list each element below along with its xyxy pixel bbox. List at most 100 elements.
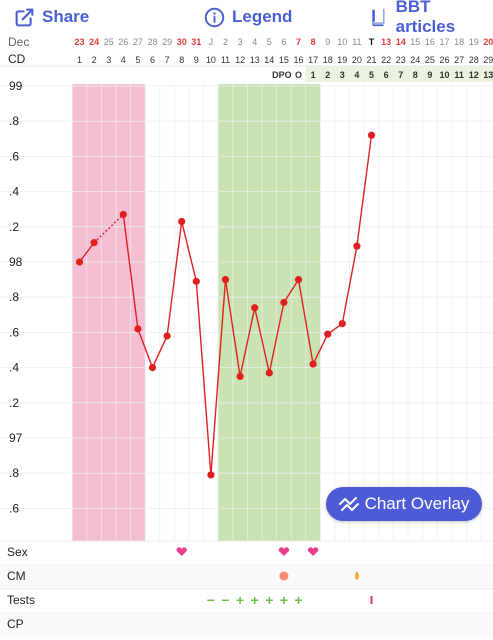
cycle-day-number: 24 — [410, 55, 420, 65]
chart-overlay-button[interactable]: Chart Overlay — [326, 487, 482, 521]
dpo-label: DPO — [272, 70, 292, 80]
y-tick-label: .4 — [9, 361, 19, 375]
date-label: 16 — [425, 37, 435, 47]
temperature-point[interactable] — [192, 277, 200, 285]
cycle-day-number: 1 — [77, 55, 82, 65]
date-label: 19 — [469, 37, 479, 47]
cycle-day-number: 22 — [381, 55, 391, 65]
y-tick-label: .8 — [9, 290, 19, 304]
chart-overlay-label: Chart Overlay — [364, 494, 470, 513]
date-label: 11 — [352, 37, 361, 47]
date-label: 8 — [311, 37, 316, 47]
date-label: 17 — [439, 37, 449, 47]
date-label: 25 — [104, 37, 114, 47]
dpo-value: 11 — [454, 70, 464, 80]
temperature-point[interactable] — [265, 369, 273, 377]
temperature-point[interactable] — [236, 372, 244, 380]
y-tick-label: .6 — [9, 149, 19, 163]
cycle-day-number: 17 — [308, 55, 318, 65]
dpo-value: 7 — [398, 70, 403, 80]
temperature-point[interactable] — [75, 258, 84, 266]
temperature-point[interactable] — [148, 364, 157, 372]
date-label: 26 — [118, 37, 128, 47]
top-toolbar: Share Legend BBT articles — [0, 0, 493, 36]
temperature-point[interactable] — [309, 360, 317, 368]
row-stripe — [0, 613, 493, 637]
temperature-point[interactable] — [367, 131, 376, 139]
cycle-day-number: 23 — [396, 55, 406, 65]
y-tick-label: 99 — [9, 79, 23, 93]
y-tick-label: 97 — [9, 431, 23, 445]
ovulation-test-result: + — [251, 592, 259, 608]
dpo-value: 2 — [325, 70, 330, 80]
book-icon — [372, 8, 385, 26]
cycle-day-number: 19 — [337, 55, 347, 65]
temperature-line-segment — [181, 221, 197, 282]
date-label: 6 — [281, 37, 286, 47]
temperature-line-segment — [210, 279, 227, 476]
cycle-day-number: 29 — [483, 55, 493, 65]
temperature-point[interactable] — [353, 242, 361, 250]
date-label: 10 — [337, 37, 347, 47]
temperature-line-segment — [137, 328, 154, 368]
temperature-line-segment — [224, 279, 241, 377]
y-tick-label: .2 — [9, 396, 19, 410]
temperature-line-segment — [122, 214, 139, 329]
cycle-day-number: 26 — [439, 55, 449, 65]
row-stripe — [0, 565, 493, 589]
cycle-day-number: 28 — [469, 55, 479, 65]
info-icon — [204, 7, 225, 27]
dpo-value: 10 — [439, 70, 449, 80]
temperature-line-segment — [297, 279, 314, 365]
ovulation-test-result: + — [236, 592, 244, 608]
temperature-point[interactable] — [178, 217, 186, 226]
ovulation-test-result: + — [280, 592, 288, 608]
temperature-point[interactable] — [134, 325, 142, 333]
temperature-line-segment — [312, 333, 329, 365]
share-button[interactable]: Share — [14, 4, 89, 30]
legend-button[interactable]: Legend — [204, 4, 292, 30]
date-label: 13 — [381, 37, 391, 47]
cycle-day-number: 5 — [135, 55, 140, 65]
cm-row-label: CM — [7, 569, 26, 583]
cycle-day-number: 13 — [250, 55, 260, 65]
dpo-value: 6 — [384, 70, 389, 80]
date-label: 23 — [74, 37, 84, 47]
cycle-day-number: 18 — [323, 55, 333, 65]
temperature-point[interactable] — [90, 239, 98, 247]
date-label: 3 — [238, 37, 243, 47]
fertile-window-band — [218, 84, 321, 541]
bbt-articles-label: BBT articles — [395, 0, 456, 36]
temperature-line-segment — [356, 135, 373, 247]
cm-drop-icon — [354, 571, 359, 580]
temperature-point[interactable] — [163, 332, 171, 340]
temperature-point[interactable] — [324, 330, 332, 338]
dpo-value: 1 — [311, 70, 316, 80]
temperature-line-segment — [341, 246, 358, 324]
dpo-value: 3 — [340, 70, 345, 80]
temperature-point[interactable] — [221, 276, 230, 284]
cycle-day-number: 21 — [366, 55, 376, 65]
temperature-point[interactable] — [338, 320, 346, 328]
share-label: Share — [42, 7, 90, 26]
date-label: 24 — [89, 37, 99, 47]
date-label: J — [209, 37, 214, 47]
temperature-point[interactable] — [251, 304, 259, 312]
date-label: 5 — [267, 37, 272, 47]
date-label: 28 — [147, 37, 157, 47]
cycle-day-number: 16 — [293, 55, 303, 65]
temperature-point[interactable] — [294, 276, 303, 284]
date-label: 9 — [325, 37, 330, 47]
temperature-line-segment — [93, 213, 124, 244]
cp-row-label: CP — [7, 617, 24, 631]
temperature-point[interactable] — [119, 210, 127, 219]
temperature-line-segment — [195, 281, 212, 476]
temperature-point[interactable] — [207, 471, 215, 479]
temperature-point[interactable] — [280, 298, 288, 307]
ovulation-test-result: + — [265, 592, 273, 608]
date-label: 18 — [454, 37, 464, 47]
dpo-value: 9 — [427, 70, 432, 80]
cycle-day-number: 2 — [92, 55, 97, 65]
bbt-articles-button[interactable]: BBT articles — [368, 0, 493, 36]
